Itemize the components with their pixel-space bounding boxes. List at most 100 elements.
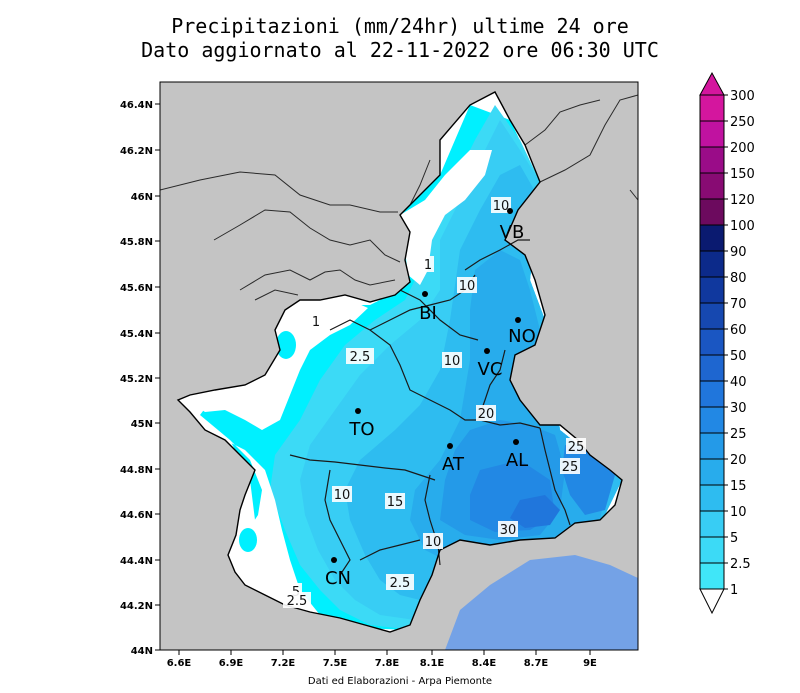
lon-tick-label: 7.5E: [323, 658, 348, 669]
station-label: BI: [419, 303, 437, 324]
legend-swatch: [699, 432, 725, 460]
legend-swatch: [699, 120, 725, 148]
lat-tick-label: 44.2N: [120, 601, 153, 612]
contour-label-box: [457, 277, 477, 293]
legend-label: 10: [730, 505, 747, 520]
legend-swatch: [699, 224, 725, 252]
legend-label: 50: [730, 349, 747, 364]
lon-tick-label: 6.9E: [219, 658, 244, 669]
station-label: AT: [442, 454, 465, 475]
legend-label: 60: [730, 323, 747, 338]
station-dot: [515, 317, 521, 323]
legend-swatch: [699, 302, 725, 330]
legend-swatch: [699, 458, 725, 486]
legend-swatch: [699, 172, 725, 200]
contour-label-box: [566, 438, 586, 454]
legend-label: 25: [730, 427, 747, 442]
contour-label: 10: [493, 199, 510, 214]
legend-swatch: [699, 484, 725, 512]
legend-swatch: [699, 146, 725, 174]
legend-label: 80: [730, 271, 747, 286]
map-subtitle: Dato aggiornato al 22-11-2022 ore 06:30 …: [141, 38, 659, 62]
color-legend: 3002502001501201009080706050403025201510…: [699, 71, 755, 615]
station-dot: [355, 408, 361, 414]
station-label: AL: [506, 450, 528, 471]
latitude-axis: 46.4N 46.2N 46N 45.8N 45.6N 45.4N 45.2N 45N 44.8…: [120, 100, 160, 657]
lat-tick-label: 44.6N: [120, 510, 153, 521]
contour-label-box: [423, 533, 443, 549]
contour-label: 1: [312, 315, 320, 330]
lat-tick-label: 45.6N: [120, 283, 153, 294]
station-dot: [484, 348, 490, 354]
legend-swatch: [699, 250, 725, 278]
legend-label: 90: [730, 245, 747, 260]
legend-label: 40: [730, 375, 747, 390]
legend-label: 120: [730, 193, 755, 208]
legend-label: 300: [730, 89, 755, 104]
contour-label: 25: [568, 440, 585, 455]
legend-label: 20: [730, 453, 747, 468]
lon-tick-label: 8.4E: [472, 658, 497, 669]
contour-label: 2.5: [390, 576, 411, 591]
lat-tick-label: 44.4N: [120, 556, 153, 567]
station-label: CN: [325, 568, 351, 589]
station-dot: [447, 443, 453, 449]
legend-label: 15: [730, 479, 747, 494]
legend-label: 250: [730, 115, 755, 130]
lat-tick-label: 45.2N: [120, 374, 153, 385]
map-title: Precipitazioni (mm/24hr) ultime 24 ore: [171, 14, 629, 38]
legend-label: 70: [730, 297, 747, 312]
sea-area: [445, 555, 638, 650]
lat-tick-label: 45.4N: [120, 329, 153, 340]
legend-top-arrow: [699, 71, 725, 96]
longitude-axis: 6.6E 6.9E 7.2E 7.5E 7.8E 8.1E 8.4E 8.7E 9E: [167, 650, 597, 669]
contour-label-box: [476, 405, 496, 421]
lon-tick-label: 9E: [583, 658, 597, 669]
legend-swatch: [699, 406, 725, 434]
contour-label-box: [283, 592, 311, 608]
contour-label-box: [560, 458, 580, 474]
legend-swatch: [699, 328, 725, 356]
contour-label: 20: [478, 407, 495, 422]
lon-tick-label: 6.6E: [167, 658, 192, 669]
station-label: TO: [348, 419, 374, 440]
contour-label: 30: [500, 523, 517, 538]
station-label: VB: [500, 222, 525, 243]
neighbour-borders: [160, 94, 638, 301]
lon-tick-label: 7.2E: [271, 658, 296, 669]
contour-label: 10: [459, 279, 476, 294]
lon-tick-label: 8.1E: [420, 658, 445, 669]
contour-label: 25: [562, 460, 579, 475]
legend-swatch: [699, 198, 725, 226]
lat-tick-label: 46N: [131, 192, 153, 203]
contour-label-box: [346, 348, 374, 364]
map-frame: [159, 81, 639, 651]
contour-label-box: [310, 313, 322, 329]
contour-label-box: [332, 486, 352, 502]
contour-label: 15: [387, 495, 404, 510]
station-label: VC: [478, 359, 503, 380]
station-dot: [507, 208, 513, 214]
station-dot: [422, 291, 428, 297]
contour-label: 10: [334, 488, 351, 503]
legend-swatch: [699, 510, 725, 538]
legend-swatch: [699, 354, 725, 382]
legend-swatch: [699, 94, 725, 122]
contour-label-box: [422, 256, 434, 272]
lat-tick-label: 45.8N: [120, 237, 153, 248]
lat-tick-label: 44N: [131, 646, 153, 657]
data-credit: Dati ed Elaborazioni - Arpa Piemonte: [307, 676, 493, 687]
lon-tick-label: 8.7E: [524, 658, 549, 669]
contour-label-box: [386, 574, 414, 590]
contour-label: 1: [424, 258, 432, 273]
station-dot: [331, 557, 337, 563]
contour-label-box: [498, 521, 518, 537]
contour-label: 2.5: [350, 350, 371, 365]
contour-label: 2.5: [287, 594, 308, 609]
contour-label: 10: [425, 535, 442, 550]
legend-label: 2.5: [730, 557, 751, 572]
legend-swatch: [699, 536, 725, 564]
